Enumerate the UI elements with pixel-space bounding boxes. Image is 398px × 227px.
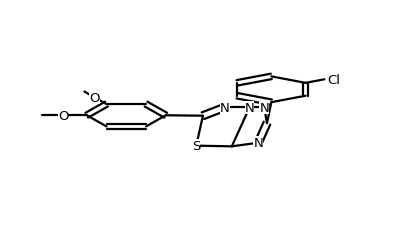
Text: O: O: [90, 91, 100, 104]
Text: O: O: [58, 109, 68, 122]
Text: S: S: [192, 140, 201, 153]
Text: N: N: [254, 137, 263, 150]
Text: N: N: [245, 101, 254, 114]
Text: N: N: [220, 101, 230, 114]
Text: N: N: [259, 101, 269, 114]
Text: Cl: Cl: [328, 74, 341, 86]
